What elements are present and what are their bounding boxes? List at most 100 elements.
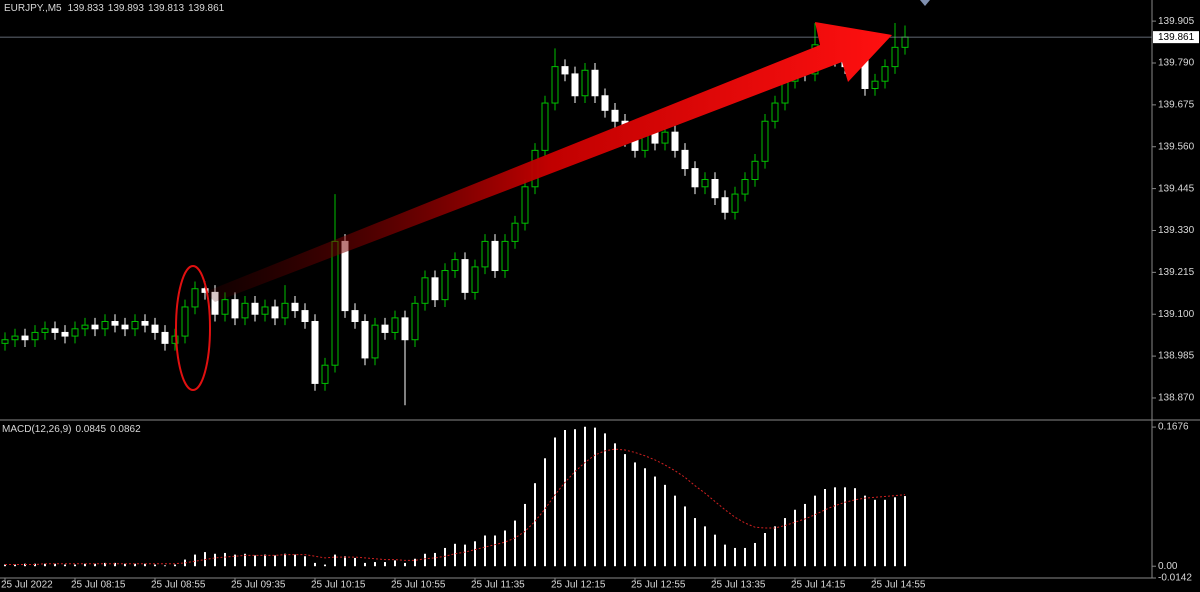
- candle-body: [611, 109, 619, 122]
- candle-body: [201, 288, 209, 293]
- signal-line: [5, 448, 906, 566]
- candle-body: [111, 321, 119, 326]
- candle-body: [51, 328, 59, 333]
- x-tick-label: 25 Jul 12:55: [631, 580, 686, 591]
- candle-body: [1, 339, 9, 344]
- trend-arrow: [205, 22, 892, 302]
- open-value: 139.833: [68, 3, 105, 14]
- candle-body: [331, 240, 339, 366]
- candle-body: [31, 331, 39, 341]
- candle-body: [551, 66, 559, 104]
- x-tick-label: 25 Jul 10:55: [391, 580, 446, 591]
- candle-body: [701, 179, 709, 188]
- candle-body: [271, 306, 279, 319]
- candle-body: [581, 69, 589, 97]
- x-tick-label: 25 Jul 11:35: [471, 580, 525, 591]
- x-tick-label: 25 Jul 10:15: [311, 580, 366, 591]
- candle-body: [21, 335, 29, 341]
- candle-body: [741, 179, 749, 195]
- candle-body: [401, 317, 409, 341]
- low-value: 139.813: [148, 3, 185, 14]
- x-tick-label: 25 Jul 12:15: [551, 580, 606, 591]
- candle-body: [461, 259, 469, 293]
- x-tick-label: 25 Jul 09:35: [231, 580, 286, 591]
- y-tick-label: 0.00: [1158, 561, 1178, 572]
- candle-body: [411, 302, 419, 341]
- y-tick-label: -0.0142: [1158, 573, 1192, 584]
- x-tick-label: 25 Jul 08:15: [71, 580, 126, 591]
- candle-body: [891, 46, 899, 68]
- candle-body: [691, 168, 699, 188]
- candle-body: [671, 131, 679, 151]
- highlight-ellipse: [175, 265, 211, 391]
- candle-body: [351, 310, 359, 323]
- y-tick-label: 138.985: [1158, 351, 1195, 362]
- marks: 138.870 138.985 139.100 139.215 139.330 139.4…: [0, 16, 1199, 591]
- candle-body: [771, 102, 779, 122]
- candle-body: [121, 324, 129, 330]
- candle-body: [281, 302, 289, 319]
- y-tick-label: 139.445: [1158, 183, 1195, 194]
- macd-value: 0.0845: [75, 424, 106, 435]
- candle-body: [441, 270, 449, 301]
- candle-body: [371, 324, 379, 359]
- x-tick-label: 25 Jul 14:15: [791, 580, 846, 591]
- candle-body: [881, 66, 889, 82]
- candle-body: [541, 102, 549, 151]
- candle-body: [421, 277, 429, 304]
- candle-body: [491, 240, 499, 272]
- symbol-header: EURJPY.,M5 139.833 139.893 139.813 139.861: [4, 3, 225, 14]
- candle-body: [511, 222, 519, 242]
- x-tick-label: 25 Jul 13:35: [711, 580, 766, 591]
- y-tick-label: 139.790: [1158, 58, 1195, 69]
- y-tick-label: 139.675: [1158, 100, 1195, 111]
- candle-body: [101, 321, 109, 330]
- candle-body: [751, 160, 759, 181]
- candle-body: [91, 324, 99, 330]
- y-tick-label: 139.215: [1158, 267, 1195, 278]
- y-tick-label: 139.560: [1158, 141, 1195, 152]
- candle-body: [11, 335, 19, 341]
- candle-body: [391, 317, 399, 333]
- candle-body: [61, 331, 69, 337]
- candle-body: [131, 321, 139, 330]
- candle-body: [871, 80, 879, 89]
- candle-body: [761, 120, 769, 162]
- candle-body: [71, 328, 79, 337]
- candle-body: [721, 197, 729, 213]
- x-tick-label: 25 Jul 14:55: [871, 580, 926, 591]
- x-tick-label: 25 Jul 08:55: [151, 580, 206, 591]
- y-tick-label: 0.1676: [1158, 422, 1189, 433]
- candle-body: [231, 299, 239, 319]
- y-tick-label: 139.905: [1158, 16, 1195, 27]
- candle-body: [711, 179, 719, 199]
- candle-body: [181, 306, 189, 337]
- price-label-bg: [1153, 31, 1199, 44]
- candle-body: [431, 277, 439, 301]
- candle-body: [321, 364, 329, 384]
- candle-body: [41, 328, 49, 333]
- candle-body: [171, 335, 179, 344]
- high-value: 139.893: [108, 3, 145, 14]
- candle-body: [451, 259, 459, 272]
- candle-body: [161, 331, 169, 344]
- candle-body: [291, 302, 299, 312]
- candle-body: [591, 69, 599, 97]
- candle-body: [381, 324, 389, 333]
- candle-body: [81, 324, 89, 330]
- candle-body: [521, 186, 529, 224]
- macd-header: MACD(12,26,9) 0.0845 0.0862: [2, 424, 141, 435]
- candle-body: [571, 73, 579, 97]
- price-label: 139.861: [1158, 32, 1195, 43]
- candle-body: [901, 36, 909, 48]
- candle-body: [141, 321, 149, 326]
- candle-body: [561, 66, 569, 75]
- close-value: 139.861: [188, 3, 225, 14]
- candle-body: [681, 149, 689, 170]
- candle-body: [311, 321, 319, 384]
- candle-body: [261, 306, 269, 315]
- candle-body: [501, 240, 509, 272]
